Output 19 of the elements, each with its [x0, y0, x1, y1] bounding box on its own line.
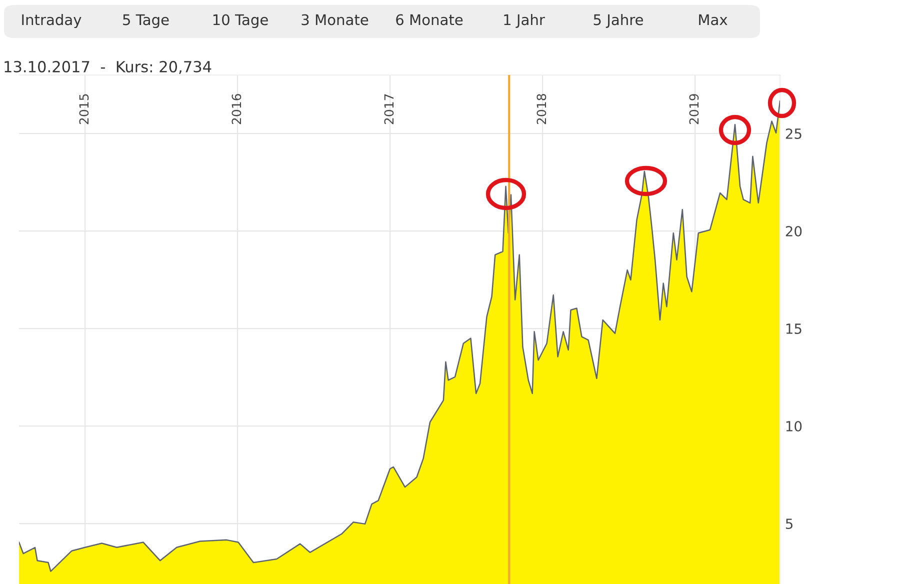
text: Intraday [22, 14, 82, 28]
x-tick-label: 2019 [689, 94, 699, 124]
text: 5 Jahre [594, 14, 643, 28]
x-tick-label: 2017 [384, 94, 394, 124]
text: 1 Jahr [504, 14, 545, 28]
y-tick-label: 20 [786, 226, 802, 236]
text: 10 Tage [213, 14, 268, 28]
text: 5 Tage [123, 14, 169, 28]
y-tick-label: 15 [786, 324, 802, 334]
x-tick-label: 2015 [79, 94, 89, 124]
y-tick-label: 25 [786, 128, 802, 139]
text: 3 Monate [302, 14, 368, 26]
text: 6 Monate [396, 14, 463, 26]
text: Max [699, 14, 728, 26]
y-tick-label: 5 [786, 518, 792, 530]
text: 13.10.2017 - Kurs: 20,734 [4, 60, 212, 74]
x-tick-label: 2016 [232, 94, 242, 124]
y-tick-label: 10 [786, 421, 802, 432]
x-tick-label: 2018 [536, 94, 546, 124]
